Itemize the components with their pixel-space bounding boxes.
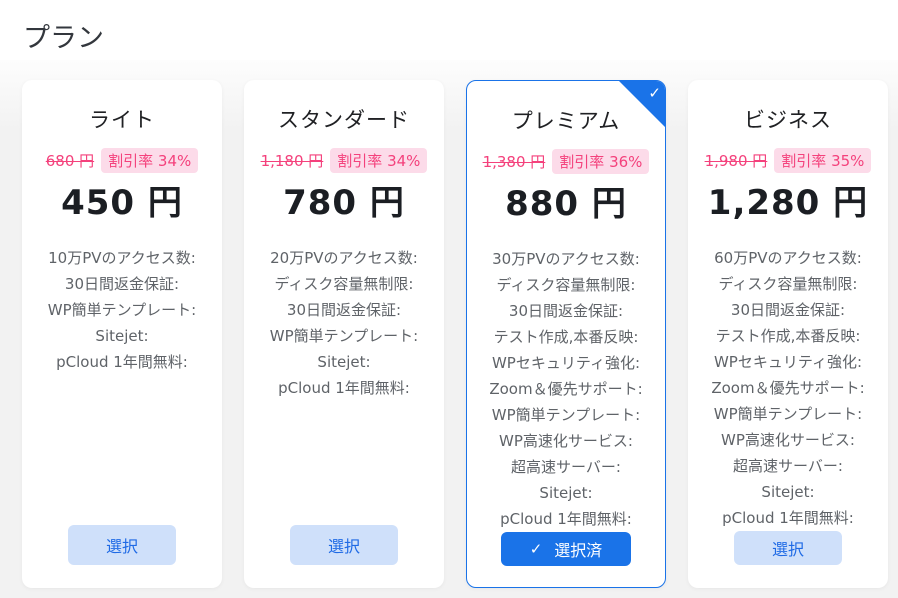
plan-name: ビジネス (744, 108, 832, 132)
feature-item: テスト作成,本番反映: (715, 327, 861, 345)
feature-item: ディスク容量無制限: (496, 276, 636, 294)
select-button-standard[interactable]: 選択 (290, 525, 398, 565)
plan-card-premium[interactable]: ✓ プレミアム 1,380 円 割引率 36% 880 円 30万PVのアクセス… (466, 80, 666, 588)
feature-item: 20万PVのアクセス数: (270, 249, 418, 267)
old-price: 1,180 円 (260, 151, 324, 170)
price-row: 1,980 円 割引率 35% (704, 147, 872, 173)
feature-item: テスト作成,本番反映: (493, 328, 639, 346)
feature-item: WP簡単テンプレート: (47, 301, 197, 319)
feature-item: Sitejet: (539, 484, 593, 502)
feature-item: WP高速化サービス: (721, 431, 855, 449)
feature-item: Sitejet: (317, 353, 371, 371)
selected-button-label: 選択済 (554, 541, 603, 560)
plan-card-business[interactable]: ビジネス 1,980 円 割引率 35% 1,280 円 60万PVのアクセス数… (688, 80, 888, 588)
feature-item: 60万PVのアクセス数: (714, 249, 862, 267)
check-icon: ✓ (529, 540, 543, 558)
feature-item: 30万PVのアクセス数: (492, 250, 640, 268)
plans-section: ライト 680 円 割引率 34% 450 円 10万PVのアクセス数: 30日間… (0, 60, 898, 598)
plans-row: ライト 680 円 割引率 34% 450 円 10万PVのアクセス数: 30日間… (22, 80, 888, 588)
plan-name: スタンダード (278, 108, 410, 132)
feature-item: Sitejet: (95, 327, 149, 345)
feature-item: 30日間返金保証: (730, 301, 846, 319)
feature-item: 30日間返金保証: (64, 275, 180, 293)
selected-corner-badge: ✓ (619, 81, 665, 127)
feature-item: Zoom＆優先サポート: (489, 380, 643, 398)
selected-button-premium[interactable]: ✓ 選択済 (501, 532, 631, 566)
select-button-light[interactable]: 選択 (68, 525, 176, 565)
current-price: 450 円 (61, 183, 183, 223)
current-price: 780 円 (283, 183, 405, 223)
feature-item: 超高速サーバー: (511, 458, 621, 476)
feature-item: WPセキュリティ強化: (491, 354, 641, 372)
discount-badge: 割引率 36% (552, 148, 650, 174)
feature-item: WP簡単テンプレート: (269, 327, 419, 345)
discount-badge: 割引率 34% (330, 147, 428, 173)
feature-list: 60万PVのアクセス数: ディスク容量無制限: 30日間返金保証: テスト作成,本番反… (688, 245, 888, 531)
feature-item: WP高速化サービス: (499, 432, 633, 450)
old-price: 680 円 (45, 151, 95, 170)
feature-item: pCloud 1年間無料: (722, 509, 854, 527)
price-row: 680 円 割引率 34% (45, 147, 199, 173)
feature-item: 10万PVのアクセス数: (48, 249, 196, 267)
feature-item: 30日間返金保証: (508, 302, 624, 320)
feature-list: 10万PVのアクセス数: 30日間返金保証: WP簡単テンプレート: Sitejet:… (22, 245, 222, 375)
price-row: 1,180 円 割引率 34% (260, 147, 428, 173)
plan-card-light[interactable]: ライト 680 円 割引率 34% 450 円 10万PVのアクセス数: 30日間… (22, 80, 222, 588)
feature-item: Sitejet: (761, 483, 815, 501)
feature-list: 30万PVのアクセス数: ディスク容量無制限: 30日間返金保証: テスト作成,本番反… (467, 246, 665, 532)
feature-item: WP簡単テンプレート: (491, 406, 641, 424)
feature-item: Zoom＆優先サポート: (711, 379, 865, 397)
price-row: 1,380 円 割引率 36% (482, 148, 650, 174)
discount-badge: 割引率 34% (101, 147, 199, 173)
feature-item: 30日間返金保証: (286, 301, 402, 319)
page-title: プラン (23, 23, 104, 54)
plan-name: ライト (89, 108, 155, 132)
feature-item: 超高速サーバー: (733, 457, 843, 475)
check-icon: ✓ (648, 84, 661, 102)
plan-name: プレミアム (511, 109, 621, 133)
current-price: 880 円 (505, 184, 627, 224)
plan-card-standard[interactable]: スタンダード 1,180 円 割引率 34% 780 円 20万PVのアクセス数… (244, 80, 444, 588)
feature-item: pCloud 1年間無料: (278, 379, 410, 397)
feature-item: ディスク容量無制限: (274, 275, 414, 293)
old-price: 1,380 円 (482, 152, 546, 171)
feature-item: pCloud 1年間無料: (500, 510, 632, 528)
feature-item: WPセキュリティ強化: (713, 353, 863, 371)
current-price: 1,280 円 (707, 183, 869, 223)
feature-item: pCloud 1年間無料: (56, 353, 188, 371)
discount-badge: 割引率 35% (774, 147, 872, 173)
select-button-business[interactable]: 選択 (734, 531, 842, 565)
feature-item: ディスク容量無制限: (718, 275, 858, 293)
feature-list: 20万PVのアクセス数: ディスク容量無制限: 30日間返金保証: WP簡単テンプレー… (244, 245, 444, 401)
feature-item: WP簡単テンプレート: (713, 405, 863, 423)
old-price: 1,980 円 (704, 151, 768, 170)
